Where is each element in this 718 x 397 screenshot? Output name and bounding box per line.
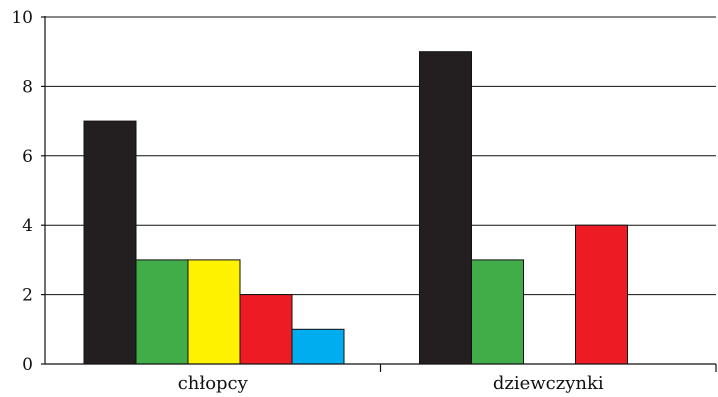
bar-chłopcy-2	[135, 259, 189, 365]
y-tick-label: 2	[22, 286, 33, 306]
y-tick-label: 0	[22, 355, 33, 375]
x-tick-label: dziewczynki	[493, 373, 604, 394]
labels: 0 2 4 6 8 10 chłopcy dziewczynki	[11, 8, 604, 394]
y-tick-label: 6	[22, 147, 33, 167]
bar-dziewczynki-2	[471, 259, 524, 365]
y-tick-label: 8	[22, 77, 33, 97]
x-tick-label: chłopcy	[178, 373, 249, 394]
bars	[83, 51, 628, 365]
bar-chłopcy-1	[83, 120, 137, 365]
bar-chłopcy-3	[187, 259, 241, 365]
y-tick-label: 4	[22, 216, 33, 236]
bar-chłopcy-5	[291, 328, 345, 365]
axes	[41, 16, 717, 372]
bar-dziewczynki-1	[419, 51, 472, 365]
bar-chłopcy-4	[239, 294, 293, 365]
y-tick-label: 10	[11, 8, 33, 28]
bar-dziewczynki-4	[575, 224, 628, 365]
